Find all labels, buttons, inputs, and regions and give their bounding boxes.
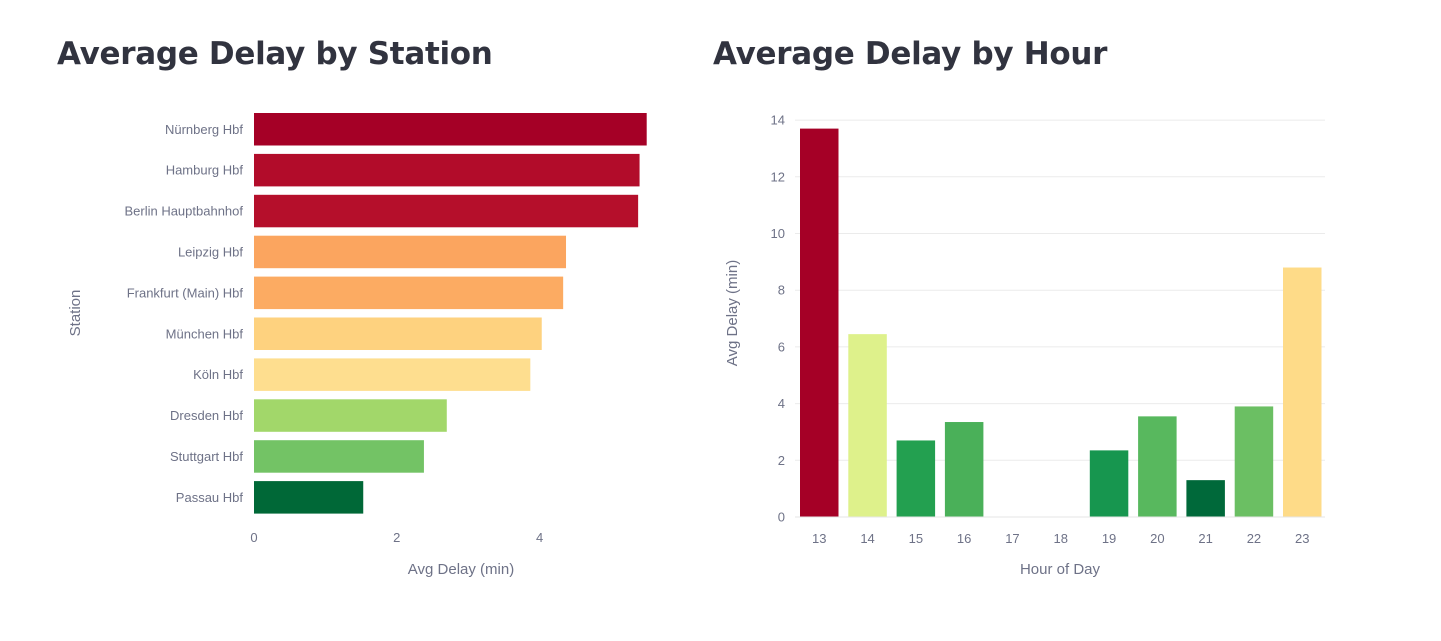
- station-bar: [254, 276, 564, 310]
- station-tick-label: Frankfurt (Main) Hbf: [127, 285, 244, 300]
- hour-y-tick-label: 10: [771, 226, 785, 241]
- station-tick-label: Köln Hbf: [193, 367, 243, 382]
- hour-bar: [1186, 480, 1225, 517]
- station-tick-label: Stuttgart Hbf: [170, 449, 243, 464]
- station-tick-label: Passau Hbf: [176, 490, 244, 505]
- station-bar: [254, 153, 640, 187]
- station-bar: [254, 358, 531, 391]
- hour-y-tick-label: 12: [771, 169, 785, 184]
- station-delay-chart: Nürnberg Hbf Hamburg Hbf Berlin Hauptbahnh…: [67, 113, 647, 578]
- hour-bar: [848, 334, 887, 517]
- hour-bar: [1138, 416, 1177, 517]
- station-tick-label: Dresden Hbf: [170, 408, 243, 423]
- station-bar: [254, 113, 647, 146]
- station-x-axis-title: Avg Delay (min): [408, 561, 514, 578]
- hour-y-tick-label: 14: [771, 113, 785, 128]
- station-bar: [254, 481, 364, 514]
- station-x-tick-label: 4: [536, 530, 543, 545]
- station-tick-label: München Hbf: [166, 326, 244, 341]
- hour-chart-title: Average Delay by Hour: [713, 36, 1108, 72]
- hour-y-axis-title: Avg Delay (min): [724, 260, 741, 366]
- hour-bar: [1283, 267, 1322, 517]
- hour-x-tick-label: 17: [1005, 531, 1019, 546]
- hour-bar: [896, 440, 936, 517]
- station-tick-label: Hamburg Hbf: [166, 163, 244, 178]
- hour-bar: [1234, 406, 1274, 517]
- hour-y-tick-label: 0: [778, 510, 785, 525]
- hour-x-tick-label: 15: [909, 531, 923, 546]
- station-tick-label: Berlin Hauptbahnhof: [124, 204, 243, 219]
- hour-x-tick-label: 22: [1247, 531, 1261, 546]
- hour-x-tick-label: 20: [1150, 531, 1164, 546]
- hour-bar: [800, 128, 839, 518]
- hour-x-tick-label: 13: [812, 531, 826, 546]
- hour-bar: [1089, 450, 1129, 517]
- station-tick-label: Nürnberg Hbf: [165, 122, 243, 137]
- hour-y-tick-label: 6: [778, 339, 785, 354]
- hour-x-tick-label: 16: [957, 531, 971, 546]
- hour-x-axis-title: Hour of Day: [1020, 561, 1101, 578]
- station-x-tick-label: 2: [393, 530, 400, 545]
- hour-x-tick-label: 18: [1054, 531, 1068, 546]
- hour-x-tick-label: 14: [860, 531, 874, 546]
- station-chart-title: Average Delay by Station: [57, 36, 493, 72]
- hour-x-tick-label: 23: [1295, 531, 1309, 546]
- station-bar: [254, 440, 424, 473]
- hour-y-tick-label: 4: [778, 396, 785, 411]
- hour-y-tick-label: 8: [778, 283, 785, 298]
- station-bar: [254, 194, 639, 228]
- hour-x-tick-label: 19: [1102, 531, 1116, 546]
- station-bar: [254, 317, 542, 350]
- hour-y-tick-label: 2: [778, 453, 785, 468]
- station-tick-label: Leipzig Hbf: [178, 244, 243, 259]
- hour-x-tick-label: 21: [1198, 531, 1212, 546]
- station-bar: [254, 399, 447, 432]
- station-x-tick-label: 0: [250, 530, 257, 545]
- hour-bar: [944, 422, 984, 517]
- station-bar: [254, 235, 567, 269]
- station-y-axis-title: Station: [67, 290, 84, 337]
